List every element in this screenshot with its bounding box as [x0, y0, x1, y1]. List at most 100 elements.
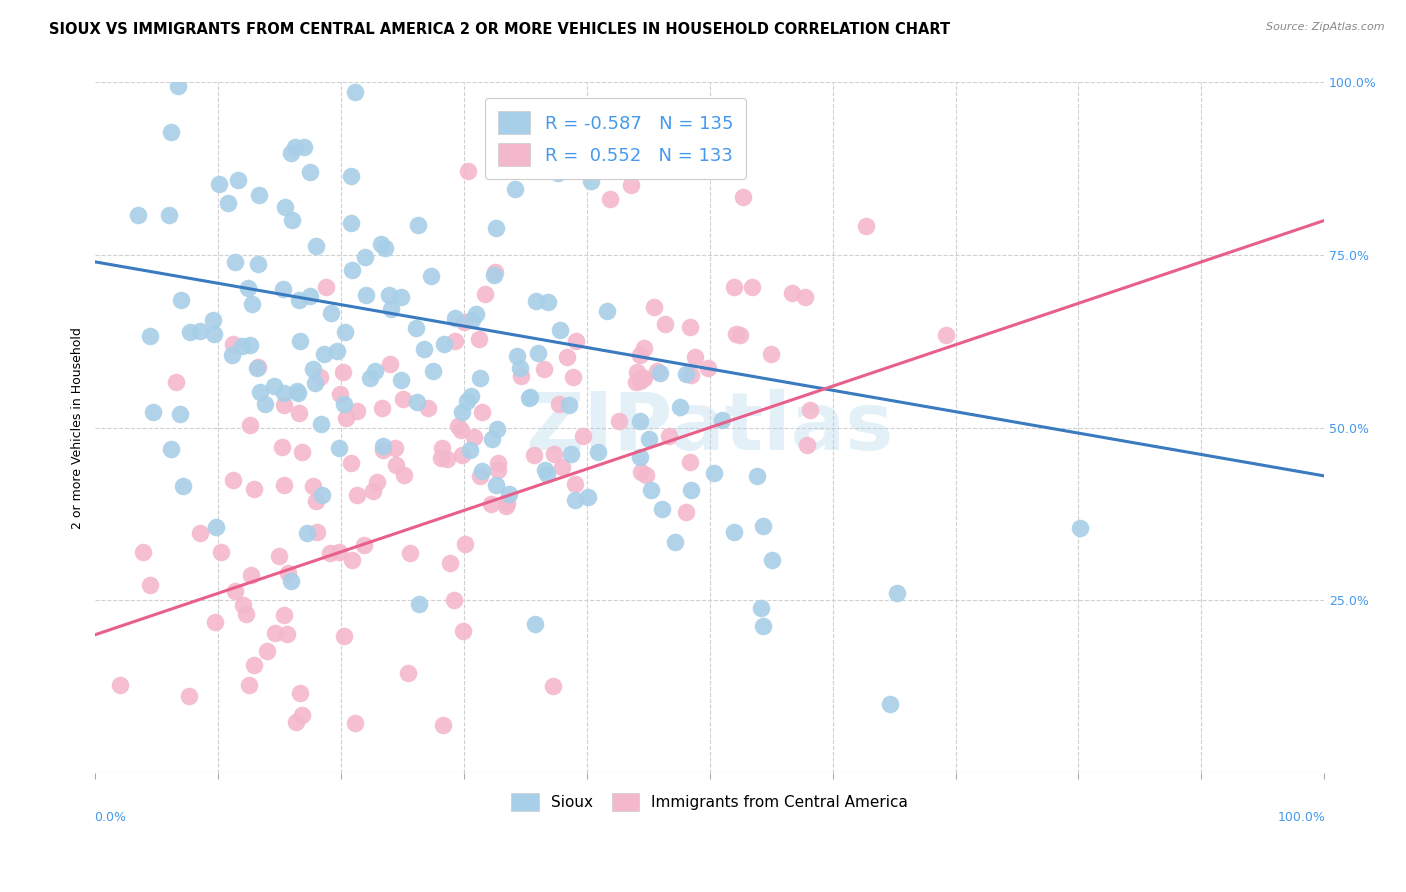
Point: [495, 500, 517, 514]
Point: [470, 469, 492, 483]
Point: [172, 479, 194, 493]
Point: [239, 338, 262, 352]
Point: [626, 365, 648, 379]
Point: [1069, 521, 1091, 535]
Point: [430, 441, 453, 455]
Point: [747, 468, 769, 483]
Point: [633, 371, 655, 385]
Point: [311, 488, 333, 502]
Point: [654, 318, 676, 332]
Point: [169, 293, 191, 307]
Point: [485, 478, 508, 492]
Point: [329, 387, 352, 401]
Point: [485, 422, 508, 436]
Point: [202, 326, 225, 341]
Point: [443, 334, 465, 348]
Point: [263, 379, 285, 393]
Point: [247, 187, 270, 202]
Point: [456, 393, 478, 408]
Point: [533, 362, 555, 376]
Point: [243, 658, 266, 673]
Point: [291, 444, 314, 458]
Point: [675, 505, 697, 519]
Point: [239, 568, 262, 582]
Point: [391, 373, 413, 387]
Point: [302, 362, 325, 376]
Point: [643, 300, 665, 314]
Point: [205, 520, 228, 534]
Point: [284, 140, 307, 154]
Point: [340, 456, 363, 470]
Point: [519, 391, 541, 405]
Point: [304, 239, 326, 253]
Point: [188, 324, 211, 338]
Point: [479, 497, 502, 511]
Point: [343, 85, 366, 99]
Point: [796, 438, 818, 452]
Point: [534, 463, 557, 477]
Point: [565, 334, 588, 348]
Point: [524, 616, 547, 631]
Point: [526, 346, 548, 360]
Point: [332, 629, 354, 643]
Point: [447, 418, 470, 433]
Point: [222, 473, 245, 487]
Point: [484, 265, 506, 279]
Point: [276, 627, 298, 641]
Point: [658, 429, 681, 443]
Point: [226, 172, 249, 186]
Point: [354, 250, 377, 264]
Point: [454, 537, 477, 551]
Point: [564, 493, 586, 508]
Point: [586, 445, 609, 459]
Point: [564, 477, 586, 491]
Point: [221, 348, 243, 362]
Point: [224, 254, 246, 268]
Point: [731, 190, 754, 204]
Point: [366, 475, 388, 490]
Point: [759, 346, 782, 360]
Point: [340, 263, 363, 277]
Point: [202, 313, 225, 327]
Point: [321, 306, 343, 320]
Point: [547, 166, 569, 180]
Point: [247, 257, 270, 271]
Point: [664, 534, 686, 549]
Point: [231, 339, 253, 353]
Point: [285, 384, 308, 398]
Point: [855, 219, 877, 234]
Point: [332, 397, 354, 411]
Point: [648, 366, 671, 380]
Point: [453, 315, 475, 329]
Point: [246, 361, 269, 376]
Point: [628, 414, 651, 428]
Point: [217, 196, 239, 211]
Point: [339, 216, 361, 230]
Point: [179, 325, 201, 339]
Point: [879, 698, 901, 712]
Point: [484, 268, 506, 283]
Point: [749, 601, 772, 615]
Point: [392, 392, 415, 406]
Point: [723, 524, 745, 539]
Point: [288, 334, 311, 348]
Text: 100.0%: 100.0%: [1278, 811, 1326, 823]
Point: [710, 413, 733, 427]
Point: [651, 502, 673, 516]
Point: [631, 371, 654, 385]
Point: [239, 417, 262, 432]
Point: [541, 679, 564, 693]
Point: [599, 192, 621, 206]
Point: [284, 715, 307, 730]
Point: [389, 290, 412, 304]
Point: [340, 553, 363, 567]
Point: [450, 423, 472, 437]
Point: [420, 268, 443, 283]
Point: [458, 442, 481, 457]
Point: [280, 574, 302, 588]
Point: [752, 519, 775, 533]
Point: [127, 208, 149, 222]
Point: [328, 441, 350, 455]
Point: [432, 718, 454, 732]
Point: [730, 327, 752, 342]
